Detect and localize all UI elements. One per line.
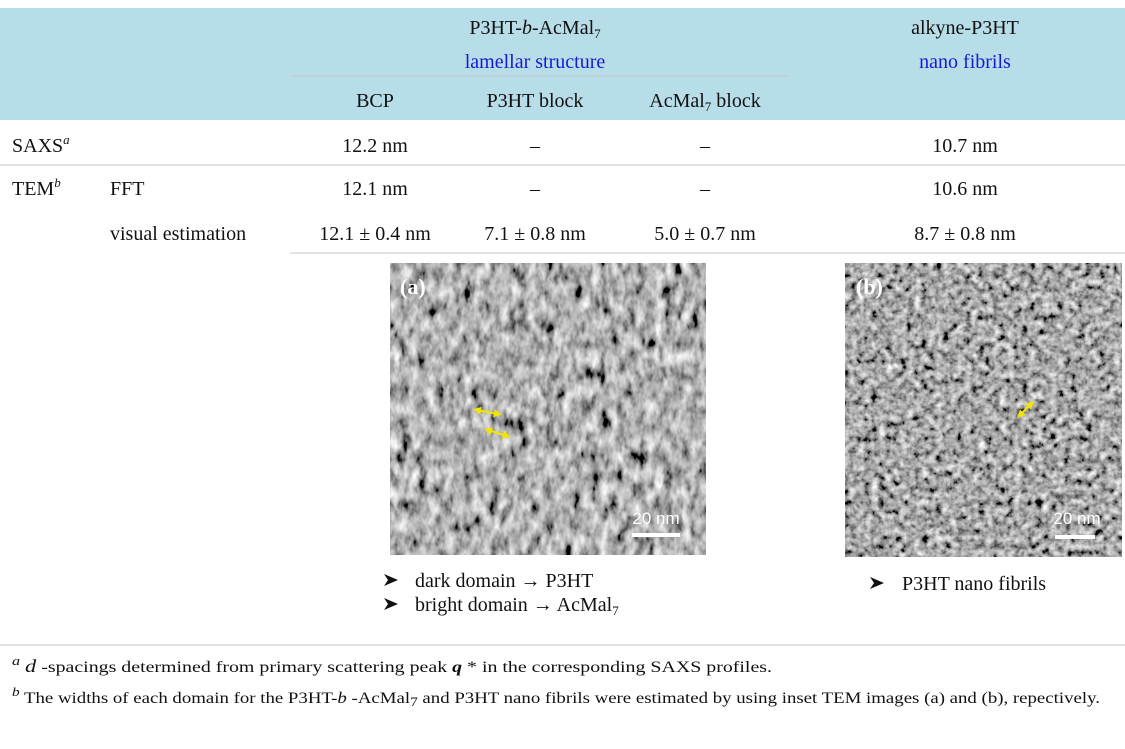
cell: 8.7 ± 0.8 nm [914,223,1016,245]
text-run: dark domain → P3HT [415,570,593,592]
cell: – [699,135,711,157]
text-run: -AcMal [347,690,411,707]
text-run: AcMal [649,90,705,112]
text-run: and P3HT nano fibrils were estimated by … [418,690,1100,707]
group-subtitle: nano fibrils [919,51,1011,73]
text-run: block [711,90,760,112]
tem-image: (b) 20 nm [845,263,1122,557]
text-run: 7 [612,603,619,618]
bullet: P3HT nano fibrils [902,573,1046,595]
text-run: -AcMal [532,17,595,39]
bullet-icon [384,598,398,610]
group-title: alkyne-P3HT [911,17,1019,39]
bullet-icon [870,577,884,589]
scale-label: 20 nm [632,509,679,528]
bullet-icon [384,574,398,586]
group-subtitle: lamellar structure [465,51,606,73]
text-run: -spacings determined from primary scatte… [36,659,452,676]
row-sublabel: visual estimation [110,223,246,245]
cell: – [699,178,711,200]
arrow [1017,401,1034,418]
arrow [473,406,502,418]
text-run: SAXS [12,135,63,157]
column-header: BCP [356,90,394,112]
text-run: P3HT block [487,90,584,112]
row-sublabel: FFT [110,178,144,200]
text-run: TEM [12,178,54,200]
text-run: bright domain → AcMal [415,594,613,616]
image-label: (b) [856,274,883,299]
bullet: dark domain → P3HT [415,570,593,592]
text-run: d [25,656,37,676]
image-label: (a) [400,274,426,299]
text-run: b [337,690,346,707]
header-band [0,8,1125,120]
cell: – [529,135,541,157]
text-run: b [522,17,532,39]
footnote: b The widths of each domain for the P3HT… [12,684,1100,709]
text-run: BCP [356,90,394,112]
column-header: AcMal7 block [649,90,760,114]
text-run: 7 [594,26,601,41]
text-run: a [12,653,21,668]
cell: 5.0 ± 0.7 nm [654,223,756,245]
cell: 10.6 nm [932,178,998,200]
group-title: P3HT-b-AcMal7 [469,17,601,41]
text-run: b [54,175,61,190]
cell: 12.1 nm [342,178,408,200]
text-run: The widths of each domain for the P3HT- [20,690,338,707]
text-run: q [452,659,462,676]
scale-label: 20 nm [1053,509,1100,528]
column-header: P3HT block [487,90,584,112]
cell: 12.2 nm [342,135,408,157]
arrow [484,427,511,439]
text-run: 7 [705,99,712,114]
cell: 7.1 ± 0.8 nm [484,223,586,245]
cell: – [529,178,541,200]
text-run: a [63,132,70,147]
row-label: SAXSa [12,132,70,157]
text-run: P3HT- [469,17,522,39]
text-run: b [12,684,20,699]
text-run: * in the corresponding SAXS profiles. [462,659,772,676]
cell: 12.1 ± 0.4 nm [319,223,431,245]
row-label: TEMb [12,175,61,200]
footnote: a d -spacings determined from primary sc… [12,653,772,676]
tem-image: (a) 20 nm [390,263,706,555]
bullet: bright domain → AcMal7 [415,594,619,618]
cell: 10.7 nm [932,135,998,157]
text-run: P3HT nano fibrils [902,573,1046,595]
text-run: 7 [410,694,418,709]
